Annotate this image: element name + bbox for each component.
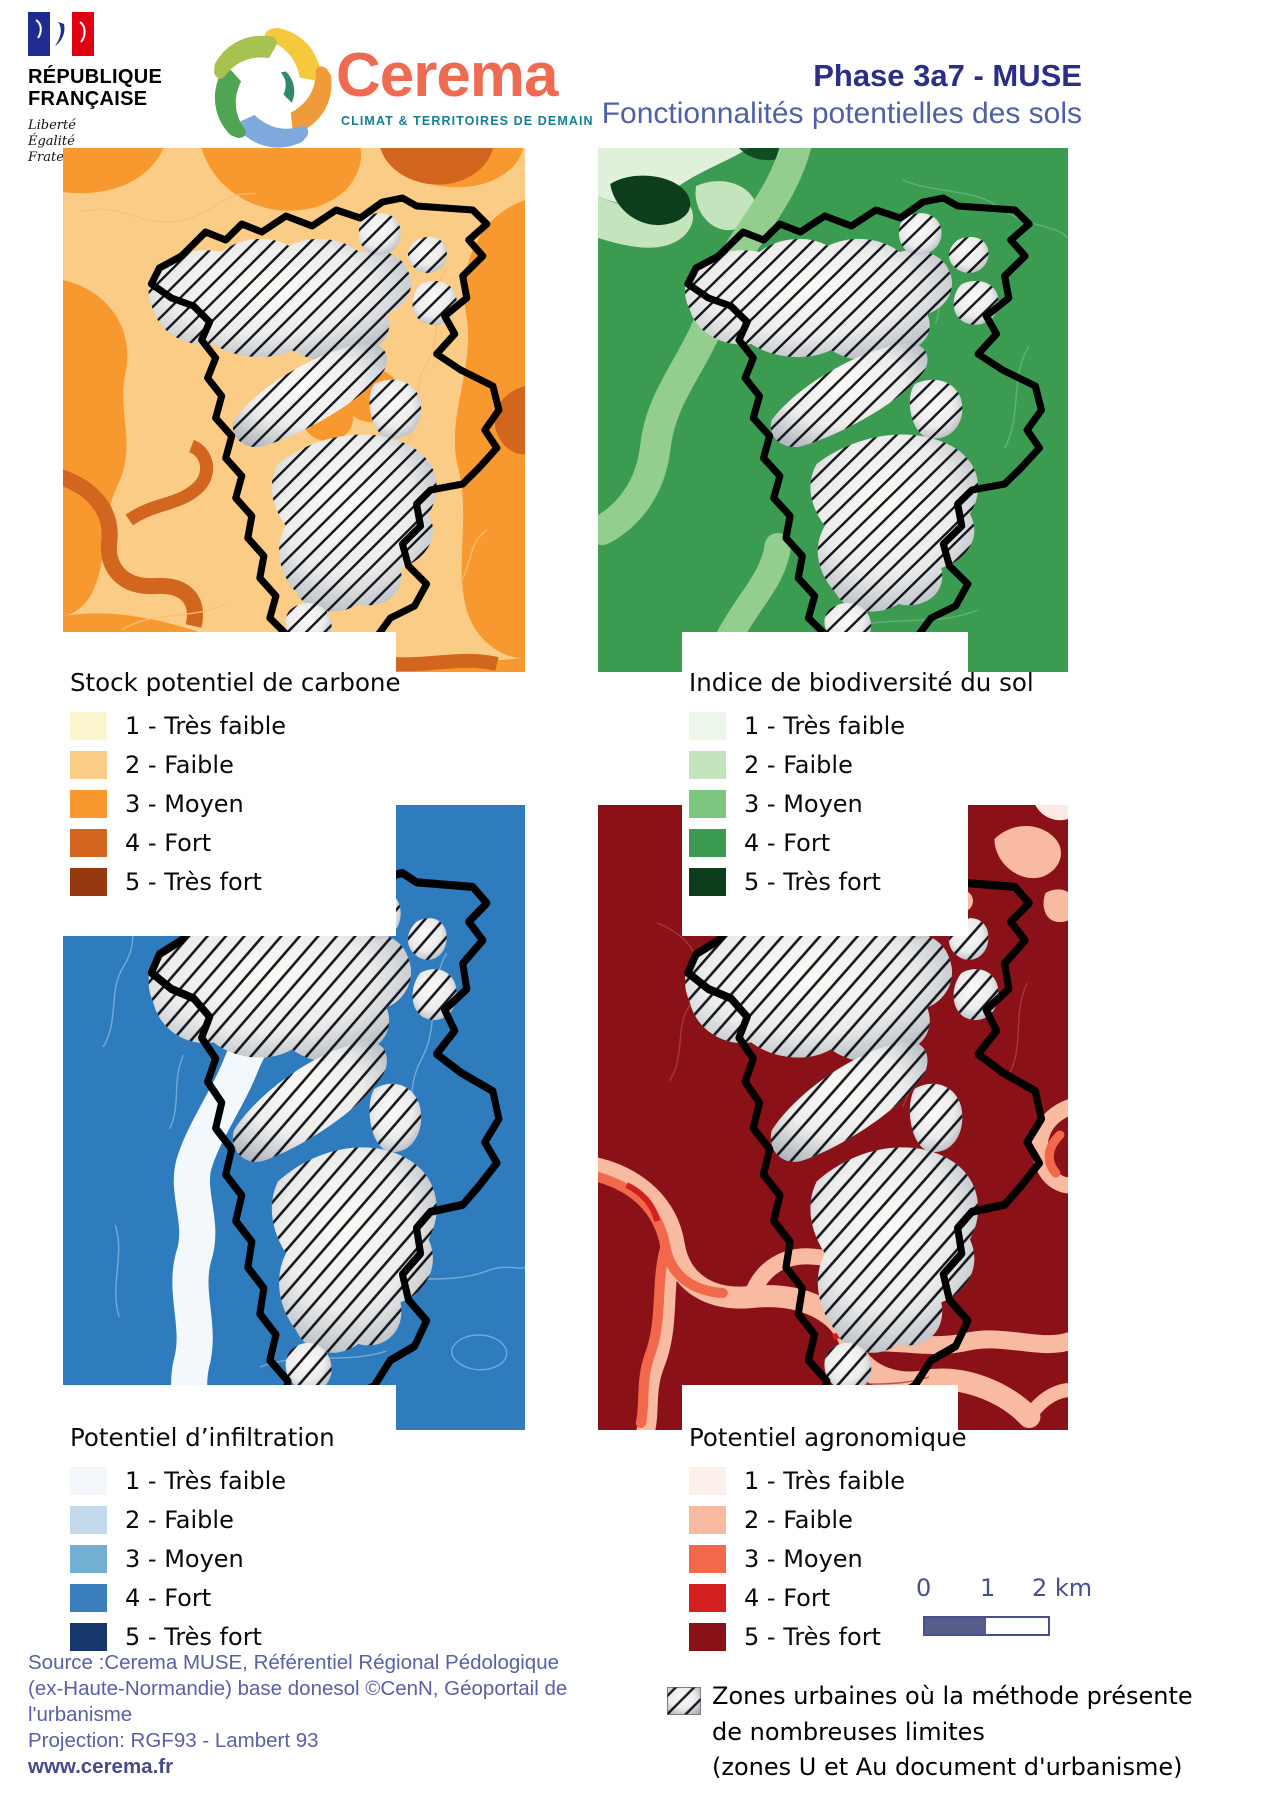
legend-swatch [689,1622,726,1651]
legend-swatch [70,1622,107,1651]
source-line3: l'urbanisme [28,1703,133,1726]
legend-swatch [689,828,726,857]
urban-note-line2: de nombreuses limites [712,1717,985,1746]
legend-item-label: 5 - Très fort [125,1622,262,1651]
legend-item-label: 4 - Fort [744,828,831,857]
legend-title: Potentiel agronomique [689,1423,967,1452]
french-flag-icon [28,12,94,56]
legend-title: Stock potentiel de carbone [70,668,401,697]
legend-item: 2 - Faible [682,745,968,784]
legend-item-label: 1 - Très faible [125,711,287,740]
source-line2: (ex-Haute-Normandie) base donesol ©CenN,… [28,1677,568,1700]
legend-swatch [689,1583,726,1612]
scale-label-1: 1 [980,1574,996,1602]
legend-item: 4 - Fort [682,823,968,862]
legend-swatch [70,789,107,818]
legend-item: 1 - Très faible [682,706,968,745]
legend-swatch [70,1466,107,1495]
legend-swatch [689,867,726,896]
legend-item: 3 - Moyen [63,1539,396,1578]
legend-item-label: 3 - Moyen [744,1544,863,1573]
legend-swatch [70,711,107,740]
scale-label-2km: 2 km [1032,1574,1093,1602]
cerema-wordmark: Cerema [336,41,558,110]
legend-item: 3 - Moyen [682,1539,958,1578]
legend-swatch [689,1505,726,1534]
legend-swatch [70,1544,107,1573]
legend-item-label: 3 - Moyen [125,789,244,818]
legend-item: 2 - Faible [63,745,396,784]
source-credits: Source :Cerema MUSE, Référentiel Régiona… [28,1650,567,1780]
legend-item: 4 - Fort [63,823,396,862]
legend-item-label: 4 - Fort [744,1583,831,1612]
cerema-logo-icon [214,27,332,148]
legend-item: 5 - Très fort [682,1617,958,1656]
urban-note-line3: (zones U et Au document d'urbanisme) [712,1753,1183,1781]
map-biodiversite-sol [598,148,1068,672]
page-subtitle: Fonctionnalités potentielles des sols [601,97,1082,130]
legend-item: 3 - Moyen [63,784,396,823]
legend-title: Potentiel d’infiltration [70,1423,335,1452]
page-title-phase: Phase 3a7 - MUSE [813,58,1082,93]
legend-item: 5 - Très fort [63,1617,396,1656]
legend-swatch [689,1466,726,1495]
legend-infiltration: Potentiel d’infiltration 1 - Très faible… [63,1385,396,1686]
legend-item-label: 5 - Très fort [744,1622,881,1651]
projection-line: Projection: RGF93 - Lambert 93 [28,1729,319,1752]
legend-swatch [689,789,726,818]
legend-swatch [70,750,107,779]
legend-swatch [70,1505,107,1534]
legend-item-label: 2 - Faible [744,750,853,779]
source-line1: Source :Cerema MUSE, Référentiel Régiona… [28,1651,560,1674]
legend-biodiversite: Indice de biodiversité du sol 1 - Très f… [682,632,1034,936]
cerema-tagline: CLIMAT & TERRITOIRES DE DEMAIN [341,114,594,128]
legend-item-label: 4 - Fort [125,828,212,857]
legend-item: 1 - Très faible [682,1461,958,1500]
legend-swatch [689,1544,726,1573]
map-stock-carbone [63,148,525,672]
legend-swatch [70,1583,107,1612]
legend-item: 5 - Très fort [63,862,396,901]
urban-zones-hatch-icon [667,1687,701,1715]
legend-item: 4 - Fort [682,1578,958,1617]
legend-agronomique: Potentiel agronomique 1 - Très faible 2 … [682,1385,967,1686]
legend-item: 3 - Moyen [682,784,968,823]
scale-bar [923,1616,1050,1636]
legend-item-label: 3 - Moyen [125,1544,244,1573]
legend-item-label: 1 - Très faible [744,1466,906,1495]
legend-item: 4 - Fort [63,1578,396,1617]
legend-item: 2 - Faible [63,1500,396,1539]
legend-item-label: 5 - Très fort [744,867,881,896]
cerema-website-link[interactable]: www.cerema.fr [28,1755,174,1778]
legend-item: 5 - Très fort [682,862,968,901]
legend-item-label: 5 - Très fort [125,867,262,896]
legend-item: 1 - Très faible [63,1461,396,1500]
scale-bar-filled-segment [925,1618,986,1634]
rf-line2: FRANÇAISE [28,88,148,110]
legend-item-label: 1 - Très faible [125,1466,287,1495]
legend-item-label: 1 - Très faible [744,711,906,740]
legend-item-label: 2 - Faible [125,750,234,779]
legend-item-label: 2 - Faible [744,1505,853,1534]
legend-swatch [70,828,107,857]
legend-swatch [689,750,726,779]
urban-zones-note: Zones urbaines où la méthode présente de… [712,1679,1193,1786]
urban-note-line1: Zones urbaines où la méthode présente [712,1682,1193,1710]
legend-item-label: 3 - Moyen [744,789,863,818]
scale-label-0: 0 [916,1574,932,1602]
legend-item: 1 - Très faible [63,706,396,745]
republique-francaise-logo: RÉPUBLIQUE FRANÇAISE Liberté Égalité Fra… [28,12,198,166]
legend-item: 2 - Faible [682,1500,958,1539]
rf-motto-1: Liberté [28,118,76,133]
rf-line1: RÉPUBLIQUE [28,66,163,88]
legend-item-label: 4 - Fort [125,1583,212,1612]
legend-carbone: Stock potentiel de carbone 1 - Très faib… [63,632,401,936]
legend-swatch [70,867,107,896]
legend-title: Indice de biodiversité du sol [689,668,1034,697]
legend-item-label: 2 - Faible [125,1505,234,1534]
legend-swatch [689,711,726,740]
rf-motto-2: Égalité [28,134,75,149]
